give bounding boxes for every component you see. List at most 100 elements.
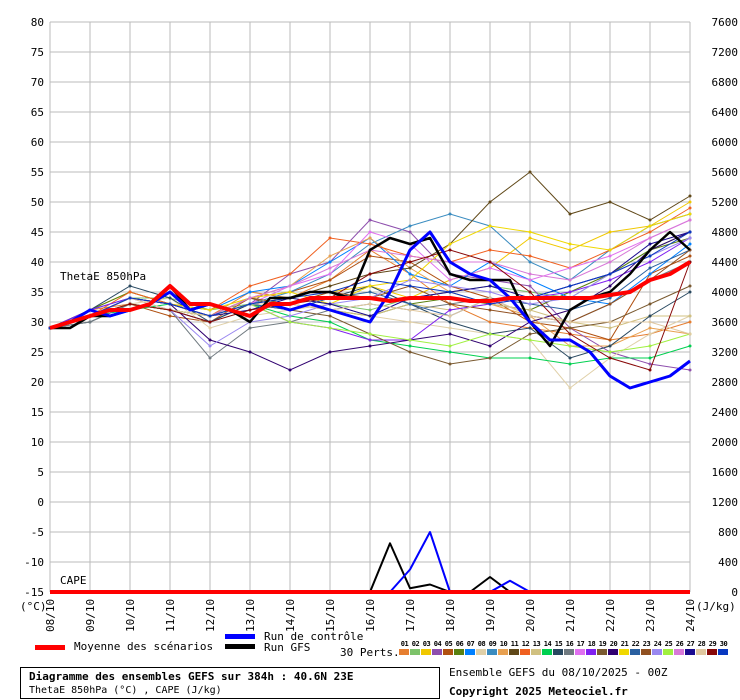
perturbation-point-14 [528,356,532,360]
perturbation-point-20 [608,284,612,288]
left-tick-label: 65 [31,106,44,119]
perturbation-point-29 [488,260,492,264]
perturbation-point-26 [608,260,612,264]
perturbation-point-25 [328,326,332,330]
perturbation-point-10 [368,236,372,240]
perturbation-point-01 [688,320,692,324]
perturbation-swatch [498,649,508,655]
perturbation-point-11 [328,284,332,288]
perturbation-point-15 [608,344,612,348]
perturbation-swatch [630,649,640,655]
x-tick-label: 15/10 [324,599,337,632]
perturbation-swatch [608,649,618,655]
perturbation-legend-item: 27 [685,640,696,655]
perturbation-point-16 [88,320,92,324]
right-tick-label: 400 [718,556,738,569]
left-tick-label: 60 [31,136,44,149]
perturbation-point-21 [608,248,612,252]
perturbation-point-05 [368,254,372,258]
legend-perts-label: 30 Perts. [340,646,400,659]
perturbation-point-21 [528,230,532,234]
perturbation-swatch [575,649,585,655]
perturbation-point-26 [648,236,652,240]
perturbation-number: 11 [510,640,519,648]
x-tick-label: 13/10 [244,599,257,632]
perturbation-point-11 [688,194,692,198]
perturbation-point-23 [448,302,452,306]
right-tick-label: 7600 [712,16,739,29]
perturbation-point-07 [328,260,332,264]
perturbation-point-03 [568,248,572,252]
right-tick-label: 5200 [712,196,739,209]
perturbation-point-04 [528,284,532,288]
perturbation-swatch [564,649,574,655]
perturbation-point-14 [408,344,412,348]
perturbation-legend-item: 25 [663,640,674,655]
perturbation-point-04 [408,230,412,234]
perturbation-point-27 [488,284,492,288]
copyright: Copyright 2025 Meteociel.fr [449,685,628,698]
x-tick-label: 10/10 [124,599,137,632]
perturbation-swatch [586,649,596,655]
perturbation-point-27 [368,314,372,318]
ensemble-mean-line [49,260,692,330]
legend-mean-swatch [35,645,65,650]
perturbation-point-04 [688,368,692,372]
perturbation-number: 25 [664,640,673,648]
thetae-annotation: ThetaE 850hPa [60,270,146,283]
legend-lines [35,634,255,650]
perturbation-point-15 [568,356,572,360]
perturbation-point-20 [248,350,252,354]
perturbation-point-17 [568,266,572,270]
right-axis-label: (J/kg) [696,600,736,613]
perturbation-point-29 [408,260,412,264]
perturbation-point-28 [648,320,652,324]
perturbation-point-13 [688,314,692,318]
perturbation-legend-item: 26 [674,640,685,655]
perturbation-legend-item: 28 [696,640,707,655]
right-tick-label: 1600 [712,466,739,479]
perturbation-point-08 [568,386,572,390]
perturbation-swatch [531,649,541,655]
left-tick-label: 55 [31,166,44,179]
left-axis-label: (°C) [20,600,47,613]
perturbation-point-24 [448,284,452,288]
perturbation-point-26 [288,284,292,288]
perturbation-point-20 [368,344,372,348]
perturbation-point-30 [408,284,412,288]
perturbation-point-28 [608,320,612,324]
perturbation-point-11 [488,200,492,204]
perturbation-point-24 [288,314,292,318]
perturbation-number: 23 [642,640,651,648]
x-tick-label: 22/10 [604,599,617,632]
title-box: Diagramme des ensembles GEFS sur 384h : … [20,667,440,699]
perturbation-point-21 [448,242,452,246]
perturbation-legend-item: 22 [630,640,641,655]
x-tick-label: 21/10 [564,599,577,632]
perturbation-number: 08 [477,640,486,648]
perturbation-legend-item: 01 [399,640,410,655]
left-tick-label: 0 [37,496,44,509]
perturbation-point-21 [568,242,572,246]
perturbation-point-19 [408,350,412,354]
perturbation-point-10 [648,326,652,330]
left-tick-label: 45 [31,226,44,239]
right-tick-label: 5600 [712,166,739,179]
perturbation-point-22 [408,302,412,306]
perturbation-point-15 [528,326,532,330]
perturbation-point-30 [128,296,132,300]
perturbation-point-15 [168,296,172,300]
perturbation-point-26 [248,296,252,300]
perturbation-point-03 [528,236,532,240]
perturbation-point-19 [448,362,452,366]
perturbation-swatch [641,649,651,655]
perturbation-point-25 [528,338,532,342]
perturbation-number: 12 [521,640,530,648]
left-tick-label: 10 [31,436,44,449]
perturbation-swatch [553,649,563,655]
left-tick-label: 20 [31,376,44,389]
perturbation-swatch [696,649,706,655]
right-tick-label: 1200 [712,496,739,509]
perturbation-point-12 [688,206,692,210]
